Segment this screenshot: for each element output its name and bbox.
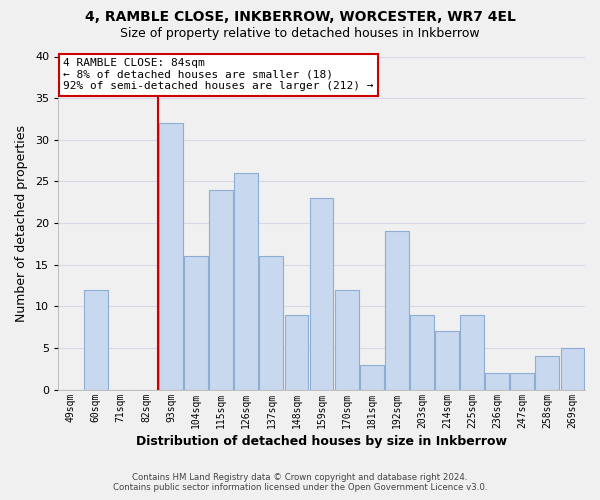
Bar (560, 348, 584, 390)
Bar (535, 356, 559, 390)
Text: Size of property relative to detached houses in Inkberrow: Size of property relative to detached ho… (120, 28, 480, 40)
Bar (360, 364, 383, 390)
Bar (435, 331, 459, 390)
Bar (310, 198, 334, 390)
Bar (385, 232, 409, 390)
Y-axis label: Number of detached properties: Number of detached properties (15, 124, 28, 322)
Text: Contains HM Land Registry data © Crown copyright and database right 2024.
Contai: Contains HM Land Registry data © Crown c… (113, 473, 487, 492)
Bar (410, 314, 434, 390)
Bar (235, 173, 258, 390)
Bar (284, 314, 308, 390)
Bar (84, 290, 107, 390)
Bar (159, 123, 183, 390)
Bar (460, 314, 484, 390)
Bar (511, 373, 534, 390)
Text: 4 RAMBLE CLOSE: 84sqm
← 8% of detached houses are smaller (18)
92% of semi-detac: 4 RAMBLE CLOSE: 84sqm ← 8% of detached h… (64, 58, 374, 92)
Bar (335, 290, 359, 390)
Bar (209, 190, 233, 390)
X-axis label: Distribution of detached houses by size in Inkberrow: Distribution of detached houses by size … (136, 434, 507, 448)
Text: 4, RAMBLE CLOSE, INKBERROW, WORCESTER, WR7 4EL: 4, RAMBLE CLOSE, INKBERROW, WORCESTER, W… (85, 10, 515, 24)
Bar (485, 373, 509, 390)
Bar (184, 256, 208, 390)
Bar (259, 256, 283, 390)
